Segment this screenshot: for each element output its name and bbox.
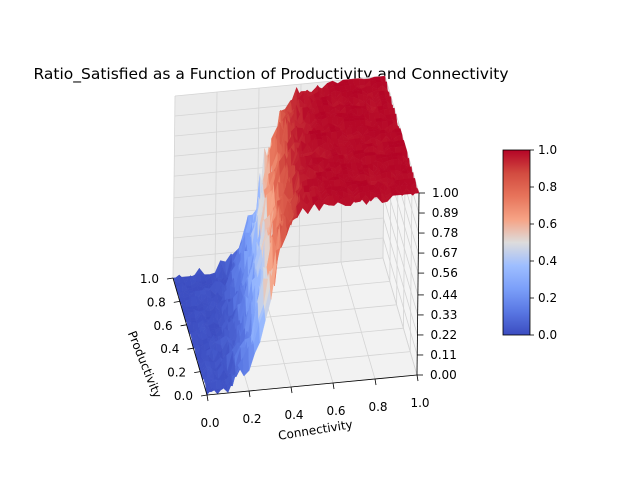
z-tick-label: 0.00 <box>430 368 457 382</box>
x-tick <box>173 301 180 303</box>
surface-patch <box>362 185 370 193</box>
y-tick-label: 1.0 <box>410 396 429 410</box>
y-tick <box>206 394 209 402</box>
x-tick <box>166 277 174 280</box>
colorbar-tick-label: 0.4 <box>538 254 557 268</box>
surface-patch <box>323 105 330 113</box>
surface-patch <box>412 189 420 196</box>
surface-patch <box>190 296 198 307</box>
y-tick <box>374 378 377 386</box>
x-tick-label: 0.4 <box>160 342 179 356</box>
z-tick-label: 0.33 <box>431 308 458 322</box>
y-tick-label: 0.2 <box>242 412 261 426</box>
z-tick-label: 0.56 <box>431 266 458 280</box>
z-axis-line <box>416 192 420 376</box>
y-tick-label: 0.6 <box>326 404 345 418</box>
x-tick <box>180 324 187 327</box>
y-tick <box>332 382 335 390</box>
x-tick-label: 1.0 <box>140 272 159 286</box>
surface-patch <box>342 169 349 176</box>
y-axis-line <box>206 374 418 396</box>
chart-title: Ratio_Satisfied as a Function of Product… <box>33 65 508 84</box>
z-tick-label: 0.11 <box>430 348 457 362</box>
x-tick-label: 0.2 <box>167 366 186 380</box>
x-tick <box>200 394 208 397</box>
z-tick-label: 0.78 <box>432 226 459 240</box>
z-tick-label: 0.44 <box>431 288 458 302</box>
surface-patch <box>316 135 323 140</box>
z-tick-label: 0.67 <box>431 246 458 260</box>
z-tick-label: 0.89 <box>432 206 459 220</box>
x-tick-label: 0.8 <box>147 295 166 309</box>
colorbar-tick-label: 0.0 <box>538 328 557 342</box>
x-axis-label: Productivity <box>125 329 165 400</box>
surface <box>172 75 420 396</box>
colorbar-tick-label: 1.0 <box>538 143 557 157</box>
grid-line <box>173 217 418 336</box>
y-tick <box>290 386 293 394</box>
x-tick-label: 0.6 <box>154 319 173 333</box>
colorbar-tick-label: 0.8 <box>538 180 557 194</box>
surface-patch <box>215 379 223 390</box>
colorbar-ticks: 0.0 0.2 0.4 0.6 0.8 1.0 <box>530 143 557 342</box>
surface-patch <box>318 105 325 113</box>
y-tick-label: 0.0 <box>200 416 219 430</box>
colorbar-gradient <box>502 149 531 336</box>
z-tick-label: 0.22 <box>430 328 457 342</box>
colorbar-tick-label: 0.2 <box>538 291 557 305</box>
x-tick-label: 0.0 <box>174 389 193 403</box>
surface-patch <box>303 185 310 193</box>
colorbar-tick-label: 0.6 <box>538 217 557 231</box>
axes: 0.00.20.40.60.81.00.0 0.2 0.4 0.6 0.8 1.00.00… <box>140 186 459 430</box>
surface-patch <box>194 272 202 283</box>
y-tick-label: 0.4 <box>284 408 303 422</box>
x-axis-line <box>172 277 208 396</box>
surface-patch <box>353 78 360 87</box>
y-tick <box>248 390 251 398</box>
y-tick-label: 0.8 <box>368 400 387 414</box>
z-tick-label: 1.00 <box>432 186 459 200</box>
surface-patch <box>344 196 351 206</box>
x-tick <box>187 347 194 350</box>
colorbar: 0.0 0.2 0.4 0.6 0.8 1.0 <box>502 143 557 342</box>
x-tick <box>194 371 201 373</box>
surface-patch <box>392 158 400 166</box>
surface-patch <box>389 165 396 171</box>
y-tick <box>416 374 419 382</box>
surface-patch <box>364 155 372 166</box>
